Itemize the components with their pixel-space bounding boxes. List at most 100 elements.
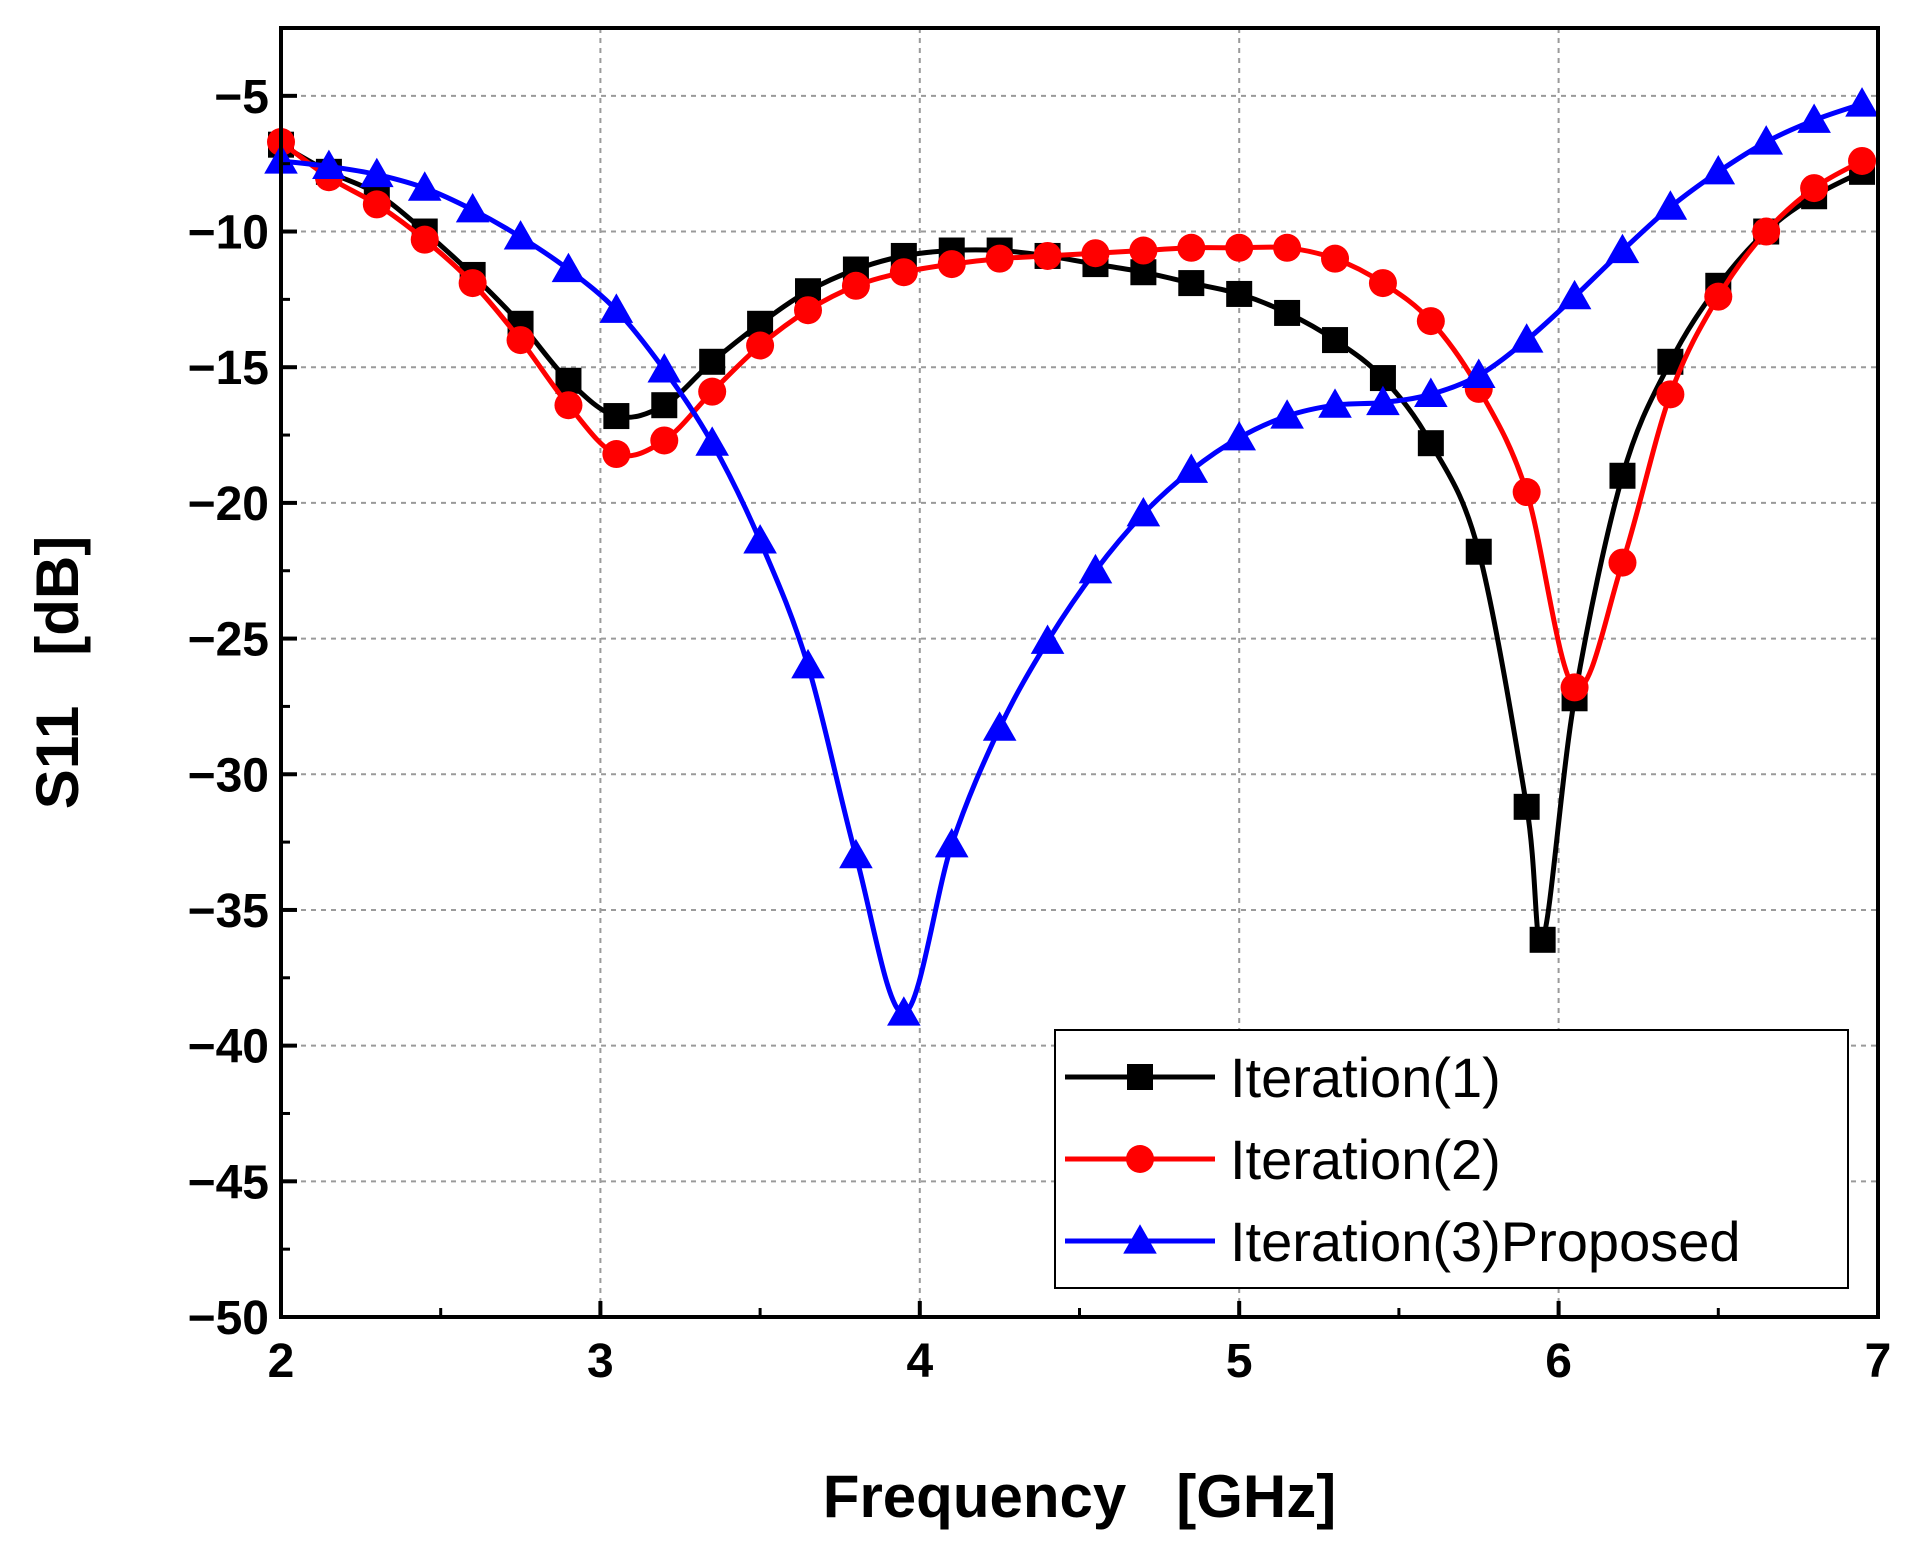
data-point xyxy=(791,648,825,679)
legend: Iteration(1) Iteration(2) Iteration(3)Prop… xyxy=(1054,1029,1849,1289)
x-tick-label: 4 xyxy=(906,1335,933,1388)
data-point xyxy=(887,996,921,1026)
data-point xyxy=(889,258,918,287)
data-point xyxy=(1797,103,1831,133)
data-point xyxy=(1509,323,1544,353)
legend-items: Iteration(1) Iteration(2) Iteration(3)Prop… xyxy=(1065,1046,1741,1273)
legend-label: Iteration(3)Proposed xyxy=(1230,1210,1741,1273)
data-point xyxy=(1512,478,1541,507)
y-tick-label: −35 xyxy=(188,885,269,938)
y-tick-label: −20 xyxy=(188,478,269,531)
x-tick-label: 5 xyxy=(1226,1335,1253,1388)
data-point xyxy=(599,293,634,323)
data-point xyxy=(1226,280,1253,307)
data-point xyxy=(1417,430,1444,457)
y-axis-title: S11 [dB] xyxy=(24,536,91,809)
data-point xyxy=(1465,538,1492,565)
data-point xyxy=(410,225,439,254)
data-point xyxy=(1609,462,1636,489)
data-point xyxy=(1366,385,1400,416)
data-point xyxy=(506,326,535,355)
data-point xyxy=(1845,87,1879,117)
data-point xyxy=(699,348,726,375)
data-point xyxy=(1129,236,1158,265)
legend-label: Iteration(2) xyxy=(1230,1128,1501,1191)
data-point xyxy=(1656,380,1685,409)
data-point xyxy=(695,426,729,456)
data-point xyxy=(312,149,346,179)
data-point xyxy=(1752,217,1781,246)
y-tick-label: −50 xyxy=(188,1292,269,1345)
data-point xyxy=(937,250,966,279)
series-iteration-3-proposed xyxy=(264,87,1879,1026)
data-point xyxy=(1848,146,1877,175)
legend-item-iteration-3-proposed: Iteration(3)Proposed xyxy=(1065,1210,1741,1273)
data-point xyxy=(1701,155,1736,185)
y-tick-label: −30 xyxy=(188,749,269,802)
data-point xyxy=(1225,233,1254,262)
data-point xyxy=(698,377,727,406)
data-point xyxy=(1222,420,1256,451)
data-point xyxy=(1368,269,1397,298)
legend-swatch-marker xyxy=(1123,1224,1157,1254)
data-point xyxy=(841,271,870,300)
data-point xyxy=(1560,673,1589,702)
axis-ticks xyxy=(279,93,1880,1319)
legend-item-iteration-2: Iteration(2) xyxy=(1065,1128,1501,1191)
data-point xyxy=(1321,244,1350,273)
x-tick-label: 6 xyxy=(1545,1335,1572,1388)
series-iteration-2 xyxy=(267,127,1877,702)
series-line-iteration-1 xyxy=(279,142,1864,945)
x-tick-label: 3 xyxy=(587,1335,614,1388)
data-point xyxy=(839,838,873,869)
data-point xyxy=(743,524,777,554)
data-point xyxy=(1529,926,1556,953)
data-point xyxy=(1608,548,1637,577)
data-point xyxy=(1078,553,1113,584)
data-point xyxy=(651,392,678,419)
data-point xyxy=(985,244,1014,273)
data-point xyxy=(647,353,682,383)
data-point xyxy=(503,220,538,250)
data-point xyxy=(455,193,490,223)
series-lines xyxy=(264,87,1879,1026)
data-point xyxy=(360,157,394,188)
data-point xyxy=(1653,190,1688,220)
legend-swatch-marker xyxy=(1126,1145,1154,1173)
data-point xyxy=(1749,125,1784,155)
y-tick-label: −25 xyxy=(188,614,269,667)
y-tick-label: −45 xyxy=(188,1156,269,1209)
data-point xyxy=(746,331,775,360)
x-tick-label: 7 xyxy=(1865,1335,1892,1388)
data-point xyxy=(1605,233,1640,264)
data-point xyxy=(1704,282,1733,311)
data-point xyxy=(1030,624,1065,654)
y-tick-label: −40 xyxy=(188,1021,269,1074)
data-point xyxy=(458,269,487,298)
data-point xyxy=(934,828,969,858)
data-point xyxy=(1270,399,1304,429)
data-point xyxy=(1322,327,1349,354)
data-point xyxy=(551,252,586,283)
data-point xyxy=(407,171,442,201)
y-tick-label: −5 xyxy=(214,71,269,124)
data-point xyxy=(555,367,582,394)
data-point xyxy=(1177,233,1206,262)
y-tick-label: −15 xyxy=(188,342,269,395)
data-point xyxy=(1274,299,1301,326)
data-point xyxy=(1081,239,1110,268)
data-point xyxy=(1273,233,1302,262)
data-point xyxy=(1513,793,1540,820)
x-axis-title: Frequency [GHz] xyxy=(823,1463,1336,1530)
axis-tick-labels: 2 3 4 5 6 7 −50 −45 −40 −35 −30 −25 −20 −15 −10 −5 xyxy=(188,71,1892,1388)
legend-item-iteration-1: Iteration(1) xyxy=(1065,1046,1501,1109)
data-point xyxy=(362,190,391,219)
data-point xyxy=(602,440,631,469)
data-point xyxy=(1178,270,1205,297)
x-tick-label: 2 xyxy=(268,1335,295,1388)
data-point xyxy=(982,711,1017,741)
data-point xyxy=(1416,307,1445,336)
data-point xyxy=(1318,388,1352,418)
data-point xyxy=(650,426,679,455)
